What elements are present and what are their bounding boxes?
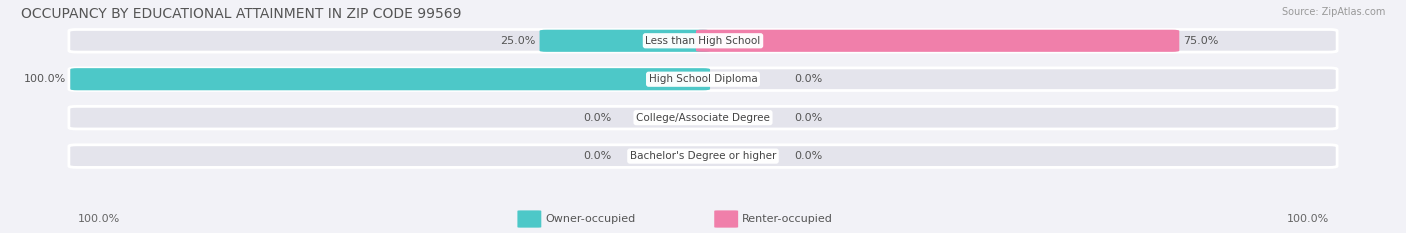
Text: 0.0%: 0.0% (583, 113, 612, 123)
FancyBboxPatch shape (517, 210, 541, 228)
Text: 0.0%: 0.0% (794, 74, 823, 84)
Text: Less than High School: Less than High School (645, 36, 761, 46)
Text: Renter-occupied: Renter-occupied (742, 214, 834, 224)
FancyBboxPatch shape (69, 145, 1337, 168)
Text: Bachelor's Degree or higher: Bachelor's Degree or higher (630, 151, 776, 161)
FancyBboxPatch shape (69, 106, 1337, 129)
Text: 100.0%: 100.0% (24, 74, 66, 84)
Text: 0.0%: 0.0% (794, 151, 823, 161)
FancyBboxPatch shape (70, 68, 710, 90)
FancyBboxPatch shape (69, 68, 1337, 91)
FancyBboxPatch shape (540, 30, 710, 52)
Text: 100.0%: 100.0% (1286, 214, 1329, 224)
Text: Owner-occupied: Owner-occupied (546, 214, 636, 224)
Text: 25.0%: 25.0% (501, 36, 536, 46)
Text: 0.0%: 0.0% (794, 113, 823, 123)
Text: College/Associate Degree: College/Associate Degree (636, 113, 770, 123)
Text: Source: ZipAtlas.com: Source: ZipAtlas.com (1281, 7, 1385, 17)
Text: OCCUPANCY BY EDUCATIONAL ATTAINMENT IN ZIP CODE 99569: OCCUPANCY BY EDUCATIONAL ATTAINMENT IN Z… (21, 7, 461, 21)
Text: High School Diploma: High School Diploma (648, 74, 758, 84)
FancyBboxPatch shape (714, 210, 738, 228)
Text: 75.0%: 75.0% (1184, 36, 1219, 46)
FancyBboxPatch shape (69, 30, 1337, 52)
FancyBboxPatch shape (696, 30, 1180, 52)
Text: 0.0%: 0.0% (583, 151, 612, 161)
Text: 100.0%: 100.0% (77, 214, 120, 224)
